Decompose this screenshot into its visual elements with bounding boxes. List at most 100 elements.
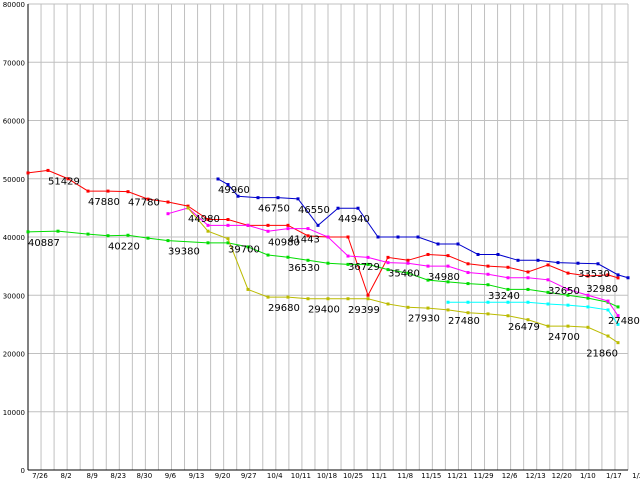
x-tick-label: 8/23	[110, 472, 126, 480]
data-point	[426, 264, 430, 268]
data-point	[546, 302, 550, 306]
data-point	[386, 255, 390, 259]
data-label: 29400	[308, 305, 340, 316]
data-point	[206, 223, 210, 227]
data-point	[426, 252, 430, 256]
data-label: 36729	[348, 262, 380, 273]
grid	[27, 3, 629, 471]
data-point	[526, 270, 530, 274]
data-point	[386, 261, 390, 265]
data-label: 33240	[488, 291, 520, 302]
data-point	[546, 290, 550, 294]
data-point	[446, 254, 450, 258]
data-label: 47880	[88, 197, 120, 208]
data-point	[586, 274, 590, 278]
data-label: 44940	[338, 214, 370, 225]
data-point	[446, 300, 450, 304]
data-point	[166, 212, 170, 216]
data-point	[246, 223, 250, 227]
data-label: 29399	[348, 305, 380, 316]
data-point	[226, 183, 230, 187]
data-point	[286, 295, 290, 299]
data-point	[586, 325, 590, 329]
series-line	[167, 207, 619, 316]
data-point	[526, 287, 530, 291]
data-point	[346, 235, 350, 239]
data-point	[466, 311, 470, 315]
data-label: 46750	[258, 204, 290, 215]
data-point	[26, 230, 30, 234]
y-tick-label: 20000	[3, 351, 25, 359]
data-point	[436, 242, 440, 246]
data-point	[486, 264, 490, 268]
data-point	[386, 268, 390, 272]
data-point	[486, 300, 490, 304]
series	[216, 177, 630, 280]
data-point	[506, 276, 510, 280]
data-label: 24700	[548, 332, 580, 343]
data-label: 44980	[188, 214, 220, 225]
data-point	[546, 278, 550, 282]
x-tick-label: 11/8	[397, 472, 413, 480]
data-point	[586, 293, 590, 297]
data-point	[86, 189, 90, 193]
x-tick-label: 12/20	[552, 472, 572, 480]
data-point	[506, 265, 510, 269]
data-label: 27480	[448, 316, 480, 327]
data-point	[106, 234, 110, 238]
data-point	[316, 223, 320, 227]
data-point	[236, 194, 240, 198]
data-label: 41443	[288, 235, 320, 246]
y-tick-label: 50000	[3, 176, 25, 184]
data-point	[276, 196, 280, 200]
data-point	[56, 229, 60, 233]
data-point	[606, 299, 610, 303]
data-point	[486, 312, 490, 316]
data-point	[346, 254, 350, 258]
x-tick-label: 7/26	[32, 472, 48, 480]
data-point	[616, 273, 620, 277]
data-point	[146, 236, 150, 240]
data-point	[486, 283, 490, 287]
data-point	[326, 297, 330, 301]
data-label: 27930	[408, 313, 440, 324]
data-label: 32980	[586, 284, 618, 295]
data-point	[566, 287, 570, 291]
data-point	[46, 168, 50, 172]
data-point	[396, 235, 400, 239]
data-point	[226, 218, 230, 222]
data-label: 29680	[268, 303, 300, 314]
data-point	[546, 263, 550, 267]
data-label: 33530	[578, 269, 610, 280]
data-point	[326, 235, 330, 239]
data-point	[366, 293, 370, 297]
data-point	[606, 308, 610, 312]
data-point	[366, 255, 370, 259]
y-tick-label: 80000	[3, 1, 25, 9]
data-point	[306, 258, 310, 262]
data-label: 40980	[268, 237, 300, 248]
data-point	[306, 234, 310, 238]
data-point	[376, 235, 380, 239]
data-label: 21860	[586, 349, 618, 360]
data-point	[366, 262, 370, 266]
data-label: 27480	[608, 316, 640, 327]
series	[166, 206, 620, 318]
y-tick-label: 40000	[3, 234, 25, 242]
data-label: 26479	[508, 322, 540, 333]
data-point	[566, 324, 570, 328]
y-tick-label: 60000	[3, 118, 25, 126]
data-point	[566, 293, 570, 297]
data-label: 36530	[288, 263, 320, 274]
data-label: 51429	[48, 176, 80, 187]
data-point	[446, 280, 450, 284]
x-tick-label: 9/20	[215, 472, 231, 480]
data-point	[406, 271, 410, 275]
data-point	[506, 287, 510, 291]
data-point	[356, 206, 360, 210]
data-point	[506, 314, 510, 318]
x-tick-label: 10/18	[317, 472, 337, 480]
data-point	[246, 287, 250, 291]
data-point	[126, 233, 130, 237]
data-point	[476, 252, 480, 256]
